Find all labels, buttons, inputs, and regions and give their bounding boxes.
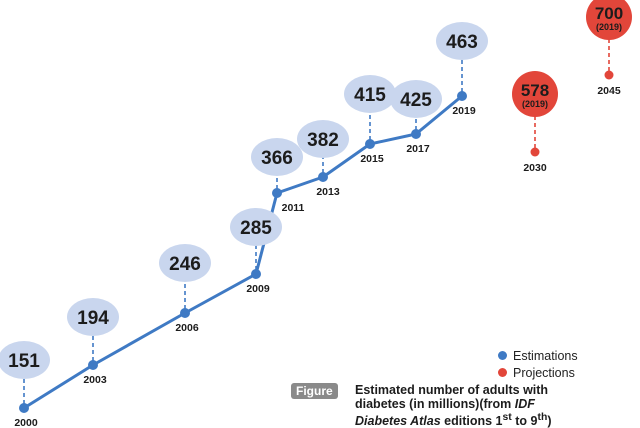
year-label-2045: 2045 (597, 85, 621, 97)
year-label-2011: 2011 (282, 202, 305, 214)
point-2013 (318, 172, 328, 182)
point-2009 (251, 269, 261, 279)
legend-label-estimations: Estimations (513, 348, 578, 363)
bubble-2045 (586, 0, 632, 40)
bubble-2013 (297, 120, 349, 158)
figure-caption: Figure Estimated number of adults with d… (291, 383, 631, 428)
year-label-2013: 2013 (316, 186, 340, 198)
legend-item-projections: Projections (498, 364, 578, 381)
caption-line-3-end: ) (547, 414, 552, 428)
year-label-2009: 2009 (246, 283, 270, 295)
note-label-2045: (2019) (596, 22, 622, 32)
bubble-2030 (512, 71, 558, 117)
caption-line-3: Diabetes Atlas editions 1st to 9th) (355, 411, 631, 428)
caption-sup-2: th (537, 412, 548, 423)
estimations-line (23, 94, 463, 410)
year-label-2000: 2000 (14, 417, 38, 427)
point-2030 (530, 147, 540, 157)
caption-atlas-italic-1: IDF (514, 397, 535, 411)
value-label-2030: 578 (521, 81, 549, 100)
value-label-2017: 425 (400, 90, 432, 111)
year-label-2015: 2015 (360, 153, 384, 165)
year-label-2003: 2003 (83, 374, 107, 386)
connectors (23, 37, 610, 404)
bubble-2011 (251, 138, 303, 176)
bubble-2003 (67, 298, 119, 336)
year-label-2019: 2019 (452, 105, 476, 117)
year-label-2006: 2006 (175, 322, 199, 334)
bubble-2017 (390, 80, 442, 118)
legend-item-estimations: Estimations (498, 347, 578, 364)
note-label-2030: (2019) (522, 99, 548, 109)
trend-line (23, 94, 463, 410)
year-label-2017: 2017 (406, 143, 430, 155)
legend-label-projections: Projections (513, 365, 575, 380)
value-label-2015: 415 (354, 85, 386, 106)
value-label-2013: 382 (307, 130, 339, 151)
caption-line-2-text: diabetes (in millions)(from (355, 397, 515, 411)
legend-swatch-estimations (498, 351, 507, 360)
value-label-2019: 463 (446, 32, 478, 53)
bubble-2009 (230, 208, 282, 246)
caption-line-3-to: to 9 (511, 414, 538, 428)
point-2000 (19, 403, 29, 413)
value-label-2000: 151 (8, 351, 40, 372)
value-label-2003: 194 (77, 308, 109, 329)
caption-line-2: diabetes (in millions)(from IDF (355, 397, 631, 411)
legend-swatch-projections (498, 368, 507, 377)
caption-sup-1: st (502, 412, 512, 423)
value-label-2006: 246 (169, 254, 201, 275)
bubble-2006 (159, 244, 211, 282)
year-label-2030: 2030 (523, 162, 547, 174)
year-labels: 2000 2003 2006 2009 2011 2013 2015 2017 2019 2030… (14, 85, 621, 427)
caption-line-3-text: editions 1 (440, 414, 503, 428)
legend: Estimations Projections (498, 347, 578, 381)
caption-text: Estimated number of adults with diabetes… (355, 383, 631, 428)
bubble-2015 (344, 75, 396, 113)
point-2019 (457, 91, 467, 101)
point-2015 (365, 139, 375, 149)
point-2017 (411, 129, 421, 139)
caption-line-1: Estimated number of adults with (355, 383, 549, 397)
point-2003 (88, 360, 98, 370)
figure-tag: Figure (291, 383, 338, 399)
data-points (19, 70, 614, 413)
caption-atlas-italic-2: Diabetes Atlas (355, 414, 441, 428)
value-label-2045: 700 (595, 4, 623, 23)
bubble-2019 (436, 22, 488, 60)
point-2006 (180, 308, 190, 318)
value-label-2011: 366 (261, 148, 293, 169)
point-2045 (604, 70, 614, 80)
point-2011 (272, 188, 282, 198)
value-label-2009: 285 (240, 218, 272, 239)
bubble-2000 (0, 341, 50, 379)
